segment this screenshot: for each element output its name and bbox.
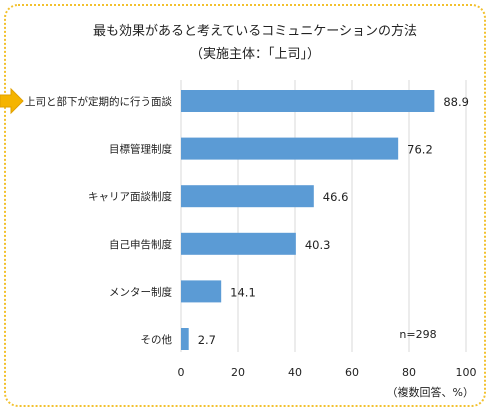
category-label: メンター制度 <box>109 285 172 298</box>
x-tick-label: 20 <box>231 366 245 379</box>
x-tick-label: 40 <box>288 366 302 379</box>
arrow-icon <box>0 87 24 115</box>
bar <box>181 280 222 303</box>
bar <box>181 185 314 208</box>
bar <box>181 232 296 255</box>
x-tick-label: 0 <box>178 366 185 379</box>
category-label: 自己申告制度 <box>109 238 172 251</box>
unit-note: （複数回答、%） <box>387 385 474 399</box>
value-labels: 88.9 76.2 46.6 40.3 14.1 2.7 <box>198 95 469 347</box>
x-axis-ticks: 0 20 40 60 80 100 <box>178 366 477 379</box>
highlight-arrow-icon <box>0 87 24 115</box>
category-label: 目標管理制度 <box>109 143 172 156</box>
data-label: 88.9 <box>443 95 469 109</box>
data-label: 14.1 <box>230 285 256 299</box>
category-label: 上司と部下が定期的に行う面談 <box>25 95 172 108</box>
data-label: 2.7 <box>198 333 216 347</box>
chart-subtitle: （実施主体：「上司」） <box>190 46 320 62</box>
bar <box>181 90 435 112</box>
x-tick-label: 60 <box>345 366 359 379</box>
bars <box>181 90 435 350</box>
grid-lines <box>180 80 467 352</box>
data-label: 46.6 <box>323 190 349 204</box>
data-label: 76.2 <box>407 143 433 157</box>
category-labels: 上司と部下が定期的に行う面談目標管理制度キャリア面談制度自己申告制度メンター制度… <box>25 95 172 346</box>
category-label: その他 <box>141 333 173 346</box>
x-tick-label: 100 <box>456 366 477 379</box>
bar <box>181 137 399 160</box>
bar <box>181 328 189 350</box>
category-label: キャリア面談制度 <box>88 190 172 203</box>
x-tick-label: 80 <box>402 366 416 379</box>
sample-size-note: n=298 <box>399 328 436 341</box>
data-label: 40.3 <box>305 238 331 252</box>
chart-title: 最も効果があると考えているコミュニケーションの方法 <box>93 23 417 39</box>
